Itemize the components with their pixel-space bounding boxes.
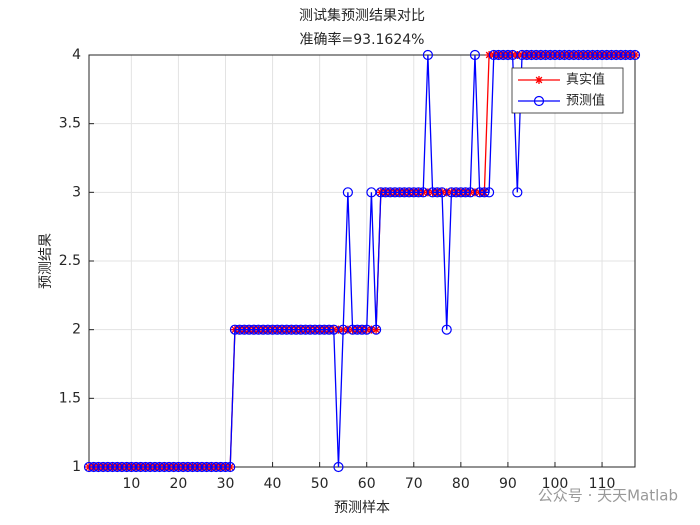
x-tick-label: 80	[452, 476, 470, 492]
x-tick-label: 30	[217, 476, 235, 492]
y-tick-label: 1	[72, 459, 81, 475]
circle-marker	[333, 461, 344, 473]
circle-marker	[512, 187, 523, 198]
x-tick-label: 90	[499, 476, 517, 492]
circle-marker	[502, 49, 514, 61]
circle-marker	[422, 49, 433, 61]
x-tick-label: 110	[589, 476, 616, 492]
x-tick-label: 50	[311, 476, 329, 492]
circle-marker	[629, 49, 641, 61]
legend-label: 真实值	[566, 72, 605, 88]
circle-marker	[371, 324, 382, 335]
x-tick-label: 40	[264, 476, 282, 492]
x-tick-label: 10	[122, 476, 140, 492]
circle-marker	[220, 461, 231, 473]
circle-marker	[225, 461, 236, 473]
circle-marker	[342, 187, 353, 198]
y-axis-label: 预测结果	[38, 233, 54, 289]
circle-marker	[469, 49, 481, 61]
legend-box	[511, 67, 624, 114]
y-tick-label: 4	[72, 47, 81, 63]
chart-subtitle: 准确率=93.1624%	[300, 31, 425, 48]
x-tick-label: 100	[542, 476, 569, 492]
x-axis-label: 预测样本	[334, 500, 390, 516]
x-tick-label: 70	[405, 476, 423, 492]
circle-marker	[356, 324, 368, 335]
circle-marker	[479, 187, 490, 198]
axes-box	[88, 54, 636, 468]
circle-marker	[413, 187, 424, 198]
legend-label: 预测值	[566, 93, 605, 109]
circle-marker	[483, 187, 495, 198]
circle-marker	[432, 187, 443, 198]
watermark: 公众号 · 天天Matlab	[538, 487, 678, 505]
legend-marker	[533, 95, 545, 107]
circle-marker	[441, 324, 452, 335]
chart-title: 测试集预测结果对比	[299, 7, 425, 24]
circle-marker	[460, 187, 471, 198]
y-tick-label: 2.5	[59, 253, 81, 269]
y-tick-label: 2	[72, 322, 81, 338]
circle-marker	[625, 49, 636, 61]
plot-area: 10 20 30 40 50 60 70 80 90 100 110 1 1.5 2 2.5 3 3.5 4 真实值…	[59, 47, 641, 492]
x-tick-label: 20	[170, 476, 188, 492]
y-tick-label: 3	[72, 184, 81, 200]
legend-marker	[535, 76, 543, 84]
circle-marker	[323, 324, 335, 335]
y-tick-label: 1.5	[59, 390, 81, 406]
y-tick-label: 3.5	[59, 116, 81, 132]
x-tick-label: 60	[358, 476, 376, 492]
